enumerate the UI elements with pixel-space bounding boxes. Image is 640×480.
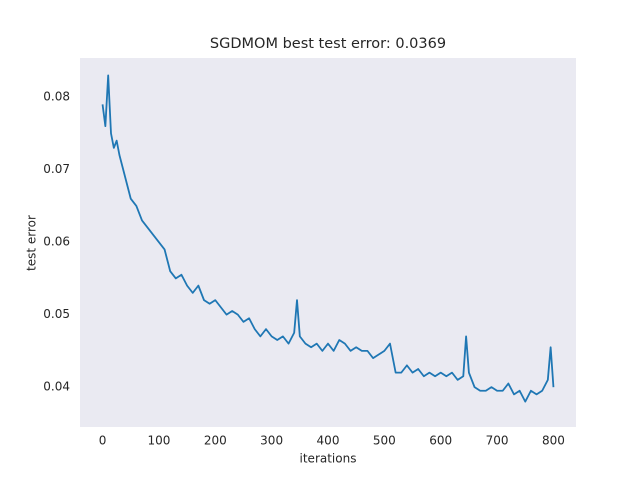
chart-title: SGDMOM best test error: 0.0369: [210, 36, 446, 52]
y-axis-label: test error: [25, 215, 39, 271]
y-tick-label: 0.06: [43, 235, 70, 249]
y-tick-label: 0.08: [43, 90, 70, 104]
x-axis-label: iterations: [300, 452, 357, 466]
x-tick-label: 400: [317, 434, 340, 448]
x-tick-label: 600: [429, 434, 452, 448]
x-tick-label: 100: [147, 434, 170, 448]
data-line: [101, 74, 555, 403]
y-tick-label: 0.07: [43, 162, 70, 176]
plot-background: [80, 58, 576, 427]
x-tick-label: 0: [99, 434, 107, 448]
x-tick-label: 300: [260, 434, 283, 448]
y-tick-label: 0.04: [43, 380, 70, 394]
x-tick-label: 800: [542, 434, 565, 448]
x-tick-label: 700: [486, 434, 509, 448]
y-tick-label: 0.05: [43, 307, 70, 321]
x-tick-label: 200: [204, 434, 227, 448]
x-tick-label: 500: [373, 434, 396, 448]
